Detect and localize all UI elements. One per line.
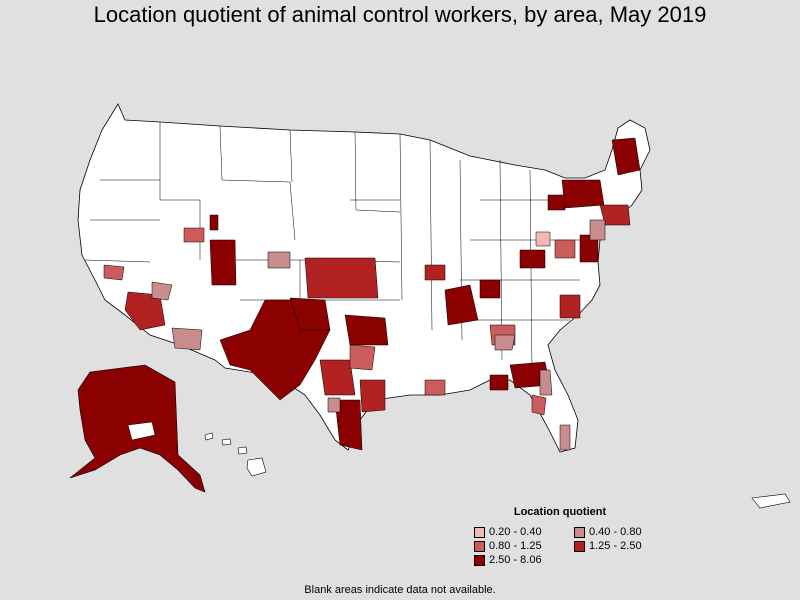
hawaii-shape	[204, 432, 267, 477]
legend-label: 1.25 - 2.50	[589, 540, 642, 552]
alaska-nodata	[127, 421, 156, 441]
legend-grid: 0.20 - 0.40 0.40 - 0.80 0.80 - 1.25 1.25…	[474, 526, 650, 566]
colored-areas	[103, 137, 641, 451]
legend-swatch	[474, 526, 485, 538]
data-note: Blank areas indicate data not available.	[304, 584, 496, 596]
legend-item-0-20-0-40: 0.20 - 0.40	[474, 526, 574, 538]
legend-label: 0.20 - 0.40	[489, 526, 542, 538]
map-legend: Location quotient 0.20 - 0.40 0.40 - 0.8…	[470, 506, 650, 566]
map-title: Location quotient of animal control work…	[93, 2, 707, 27]
legend-swatch	[474, 554, 485, 566]
legend-label: 0.80 - 1.25	[489, 540, 542, 552]
legend-item-0-40-0-80: 0.40 - 0.80	[574, 526, 674, 538]
legend-title: Location quotient	[513, 506, 607, 518]
legend-swatch	[574, 526, 585, 538]
legend-swatch	[574, 540, 585, 552]
legend-label: 2.50 - 8.06	[489, 554, 542, 566]
legend-item-1-25-2-50: 1.25 - 2.50	[574, 540, 674, 552]
legend-item-2-50-8-06: 2.50 - 8.06	[474, 554, 574, 566]
puerto-rico-shape	[751, 493, 791, 509]
legend-swatch	[474, 540, 485, 552]
legend-label: 0.40 - 0.80	[589, 526, 642, 538]
legend-item-0-80-1-25: 0.80 - 1.25	[474, 540, 574, 552]
